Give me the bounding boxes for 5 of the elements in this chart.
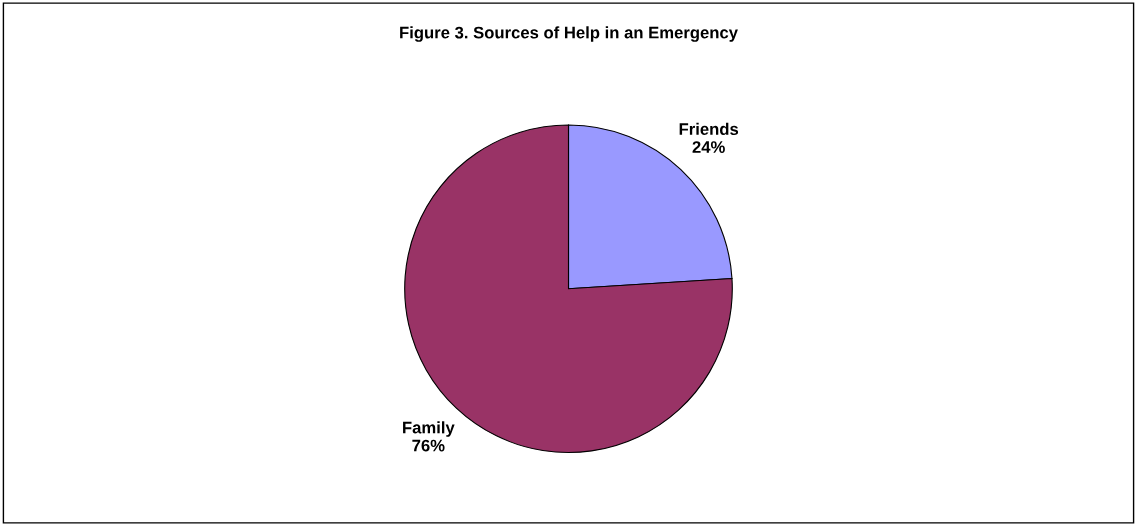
slice-label: Family: [403, 421, 455, 437]
chart-title: Figure 3. Sources of Help in an Emergency: [400, 26, 738, 42]
slice-label: Friends: [679, 122, 739, 135]
data-label: 24%: [692, 141, 725, 153]
data-label: 76%: [412, 439, 445, 452]
